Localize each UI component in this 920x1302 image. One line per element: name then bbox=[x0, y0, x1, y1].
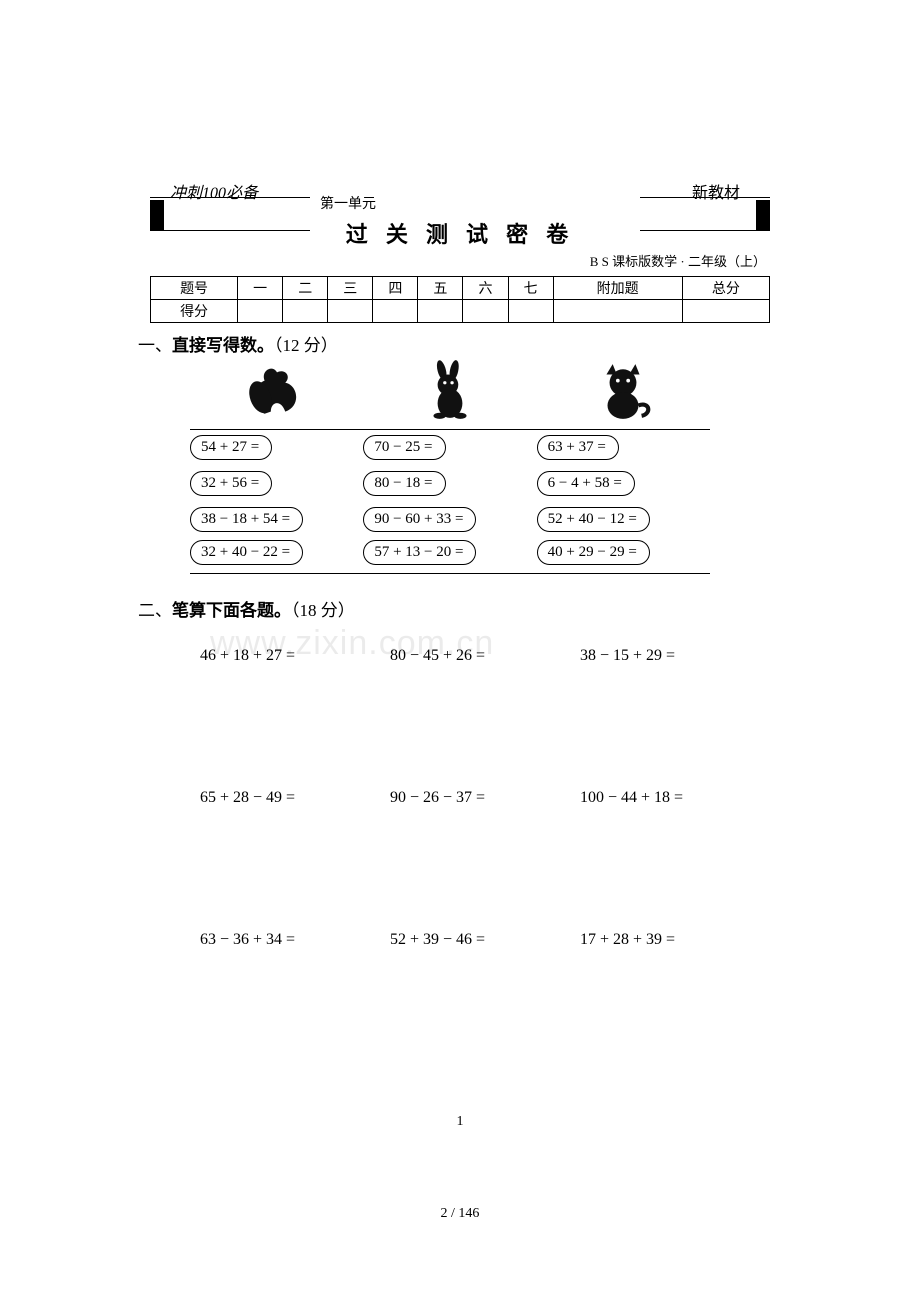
problem: 38 − 15 + 29 = bbox=[580, 647, 770, 665]
problem: 63 − 36 + 34 = bbox=[200, 931, 390, 949]
problem: 90 − 26 − 37 = bbox=[390, 789, 580, 807]
table-row: 得分 bbox=[151, 300, 770, 323]
th: 四 bbox=[373, 277, 418, 300]
td bbox=[553, 300, 682, 323]
problem-row: 65 + 28 − 49 = 90 − 26 − 37 = 100 − 44 +… bbox=[200, 789, 770, 807]
th: 总分 bbox=[682, 277, 769, 300]
th: 二 bbox=[283, 277, 328, 300]
equation-pill: 32 + 56 = bbox=[190, 471, 272, 496]
eq-row: 54 + 27 = 70 − 25 = 63 + 37 = bbox=[190, 430, 710, 466]
td bbox=[373, 300, 418, 323]
problem: 65 + 28 − 49 = bbox=[200, 789, 390, 807]
td bbox=[682, 300, 769, 323]
eq-row: 32 + 40 − 22 = 57 + 13 − 20 = 40 + 29 − … bbox=[190, 538, 710, 574]
equation-pill: 38 − 18 + 54 = bbox=[190, 507, 303, 532]
td bbox=[283, 300, 328, 323]
equation-pill: 63 + 37 = bbox=[537, 435, 619, 460]
section-bold: 直接写得数。 bbox=[172, 336, 274, 355]
section-points: （18 分） bbox=[291, 601, 355, 620]
problem: 100 − 44 + 18 = bbox=[580, 789, 770, 807]
th: 五 bbox=[418, 277, 463, 300]
table-row: 题号 一 二 三 四 五 六 七 附加题 总分 bbox=[151, 277, 770, 300]
equation-pill: 52 + 40 − 12 = bbox=[537, 507, 650, 532]
td bbox=[508, 300, 553, 323]
section-prefix: 二、 bbox=[138, 601, 172, 620]
eq-row: 32 + 56 = 80 − 18 = 6 − 4 + 58 = bbox=[190, 466, 710, 502]
equation-pill: 57 + 13 − 20 = bbox=[363, 540, 476, 565]
th: 三 bbox=[328, 277, 373, 300]
td bbox=[328, 300, 373, 323]
inner-page-number: 1 bbox=[0, 1114, 920, 1130]
problem-row: 63 − 36 + 34 = 52 + 39 − 46 = 17 + 28 + … bbox=[200, 931, 770, 949]
td: 得分 bbox=[151, 300, 238, 323]
problem: 17 + 28 + 39 = bbox=[580, 931, 770, 949]
equation-pill: 80 − 18 = bbox=[363, 471, 445, 496]
problem: 46 + 18 + 27 = bbox=[200, 647, 390, 665]
equation-pill: 6 − 4 + 58 = bbox=[537, 471, 635, 496]
eq-row: 38 − 18 + 54 = 90 − 60 + 33 = 52 + 40 − … bbox=[190, 502, 710, 538]
squirrel-icon bbox=[246, 360, 308, 422]
question-1-box: 54 + 27 = 70 − 25 = 63 + 37 = 32 + 56 = … bbox=[190, 362, 710, 574]
unit-label: 第一单元 bbox=[320, 193, 376, 213]
section-prefix: 一、 bbox=[138, 336, 172, 355]
equation-pill: 40 + 29 − 29 = bbox=[537, 540, 650, 565]
rabbit-icon bbox=[419, 360, 481, 422]
section-1-title: 一、直接写得数。（12 分） bbox=[138, 331, 770, 356]
section-points: （12 分） bbox=[274, 336, 338, 355]
equation-pill: 70 − 25 = bbox=[363, 435, 445, 460]
cat-icon bbox=[592, 360, 654, 422]
question-2-grid: 46 + 18 + 27 = 80 − 45 + 26 = 38 − 15 + … bbox=[200, 647, 770, 949]
td bbox=[463, 300, 508, 323]
score-table: 题号 一 二 三 四 五 六 七 附加题 总分 得分 bbox=[150, 276, 770, 323]
problem: 80 − 45 + 26 = bbox=[390, 647, 580, 665]
td bbox=[238, 300, 283, 323]
problem: 52 + 39 − 46 = bbox=[390, 931, 580, 949]
th: 七 bbox=[508, 277, 553, 300]
th: 六 bbox=[463, 277, 508, 300]
outer-page-number: 2 / 146 bbox=[0, 1206, 920, 1222]
page-title: 过 关 测 试 密 卷 bbox=[150, 217, 770, 249]
section-2-title: 二、笔算下面各题。（18 分） bbox=[138, 596, 770, 621]
equation-pill: 32 + 40 − 22 = bbox=[190, 540, 303, 565]
header: 冲刺100必备 新教材 第一单元 过 关 测 试 密 卷 bbox=[150, 185, 770, 243]
equation-pill: 90 − 60 + 33 = bbox=[363, 507, 476, 532]
subtitle-right: B S 课标版数学 · 二年级（上） bbox=[150, 251, 766, 270]
equation-pill: 54 + 27 = bbox=[190, 435, 272, 460]
section-bold: 笔算下面各题。 bbox=[172, 601, 291, 620]
th: 题号 bbox=[151, 277, 238, 300]
animal-row bbox=[190, 362, 710, 430]
problem-row: 46 + 18 + 27 = 80 − 45 + 26 = 38 − 15 + … bbox=[200, 647, 770, 665]
th: 附加题 bbox=[553, 277, 682, 300]
td bbox=[418, 300, 463, 323]
th: 一 bbox=[238, 277, 283, 300]
